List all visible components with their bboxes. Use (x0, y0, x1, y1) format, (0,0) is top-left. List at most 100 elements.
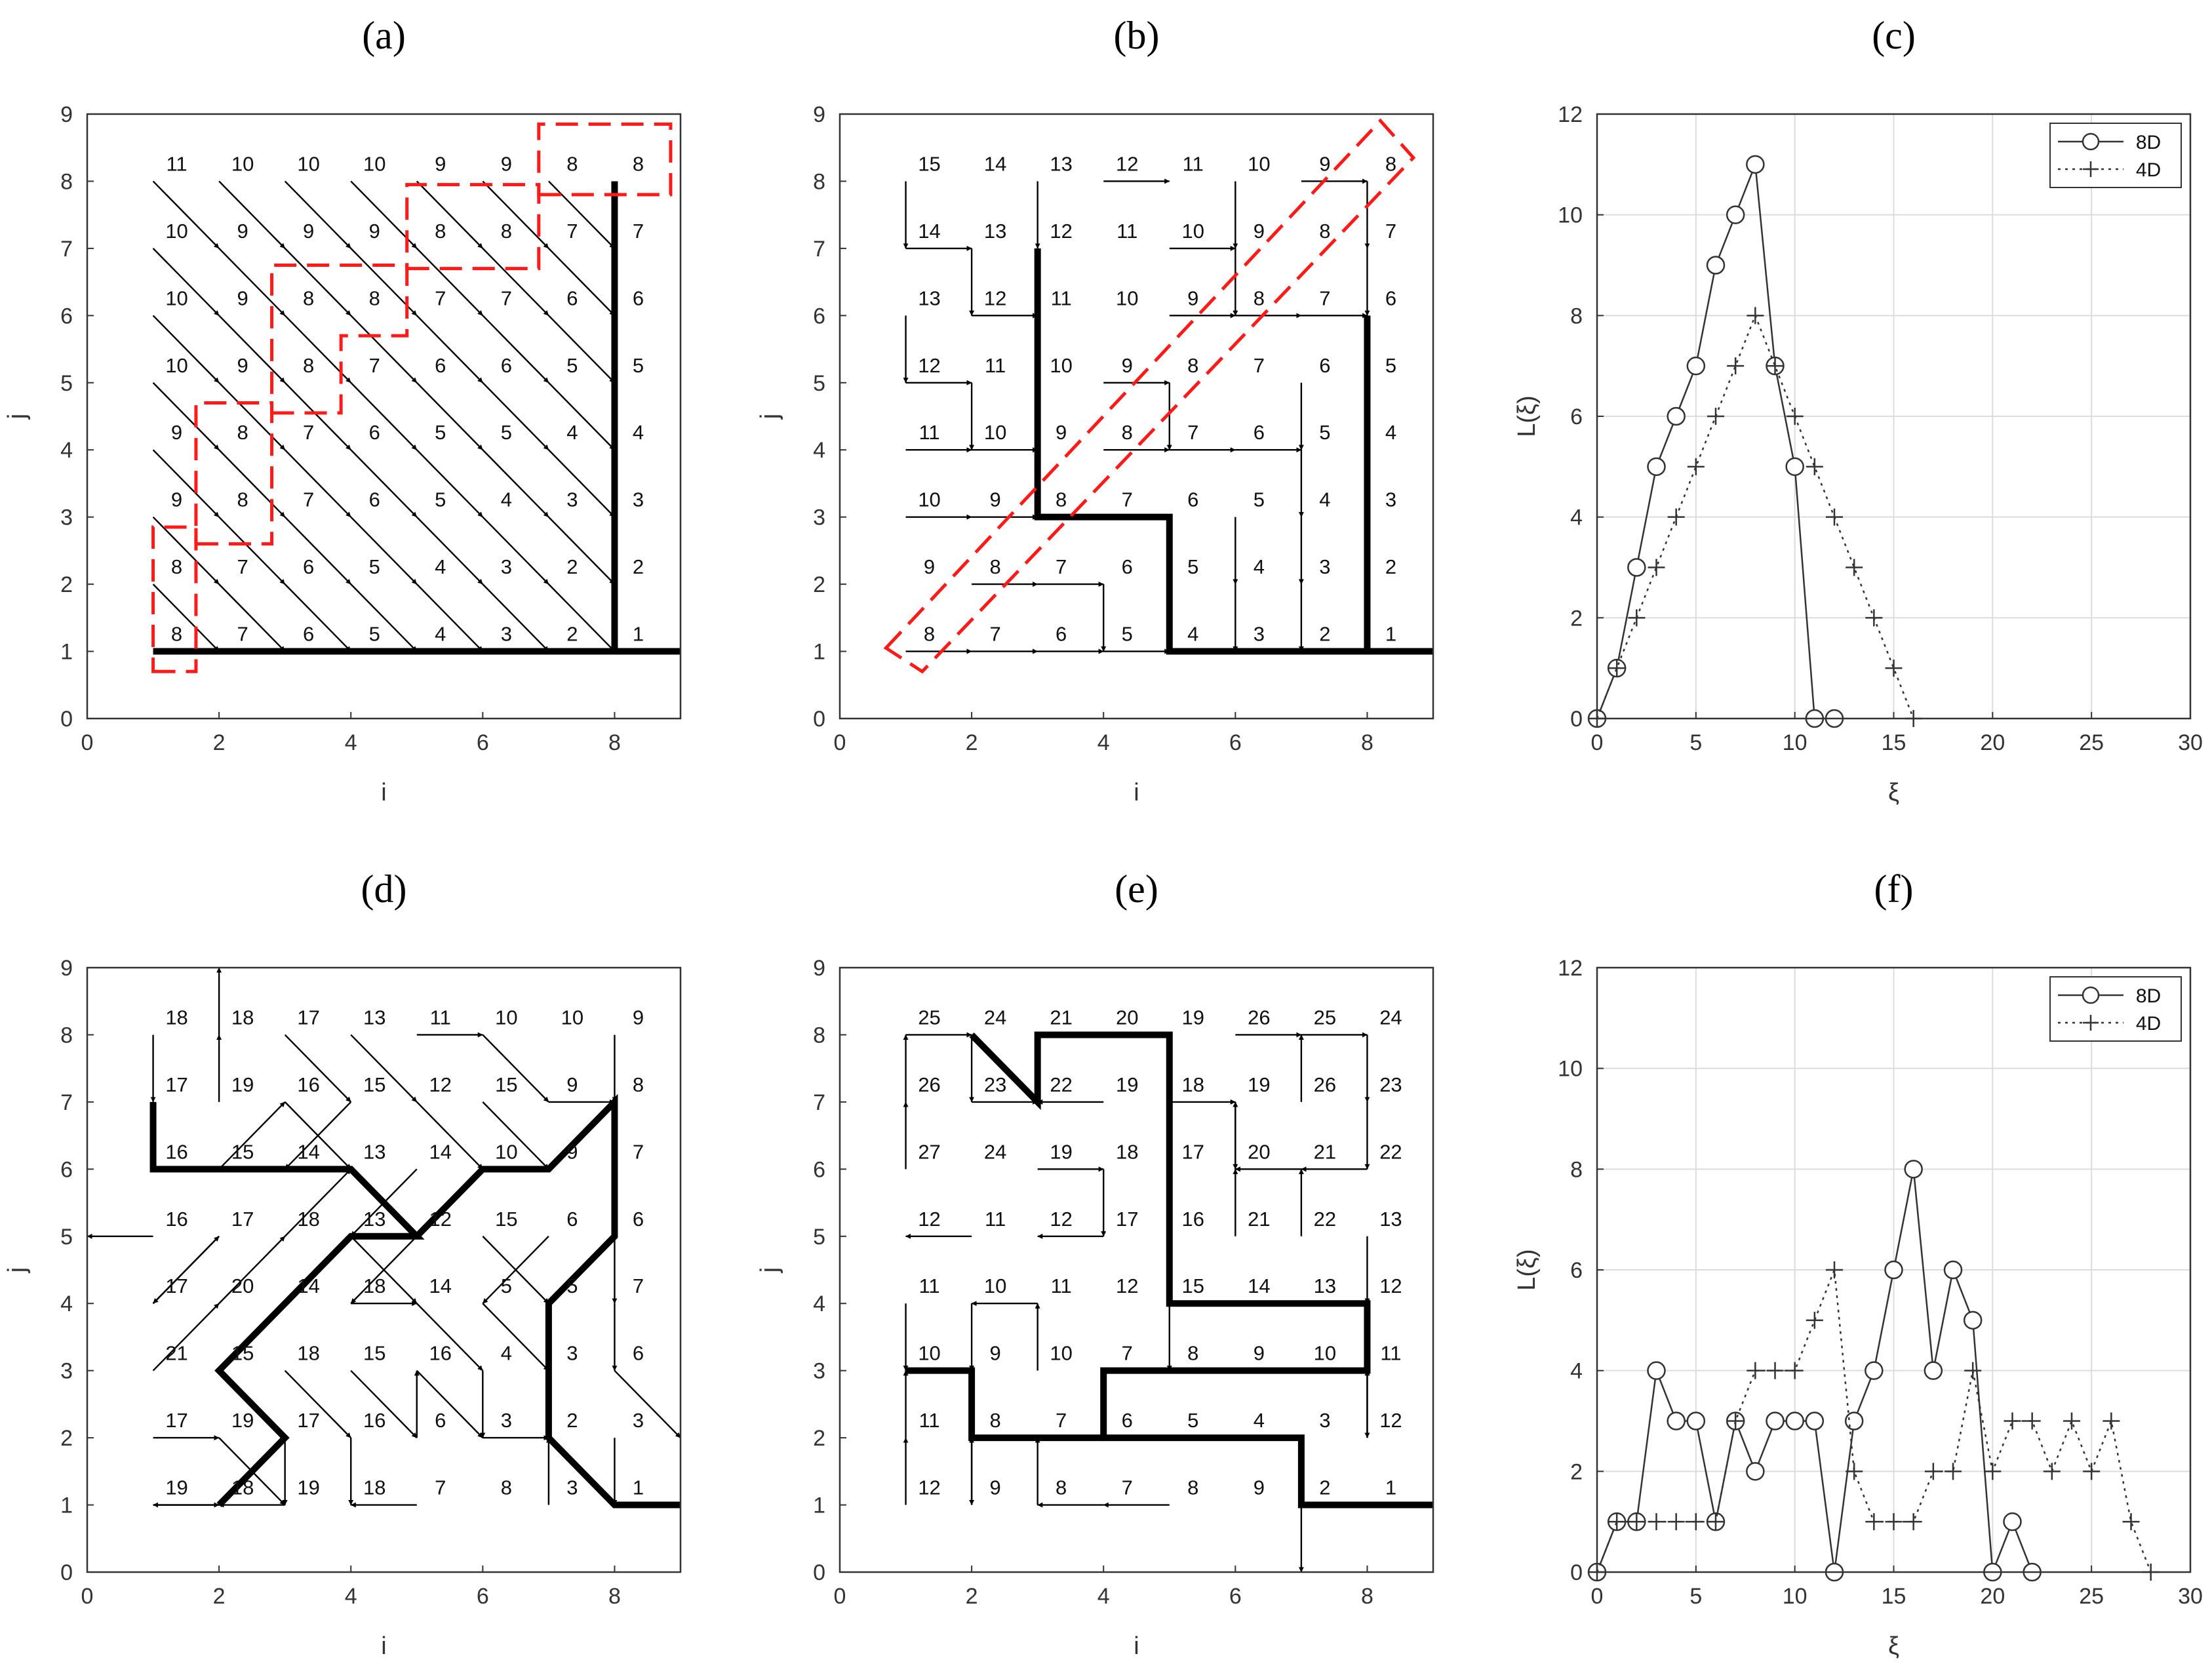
y-tick-label: 1 (813, 640, 825, 665)
cell-value: 8 (1056, 1476, 1067, 1499)
y-tick-label: 8 (1570, 1157, 1583, 1182)
cell-value: 9 (1319, 152, 1330, 175)
panel-label: (b) (1114, 14, 1160, 57)
y-tick-label: 6 (813, 304, 825, 328)
cell-value: 10 (918, 488, 940, 511)
cell-value: 27 (918, 1140, 940, 1163)
cell-value: 4 (1254, 1409, 1265, 1432)
y-tick-label: 2 (813, 572, 825, 597)
cell-value: 8 (989, 555, 1000, 578)
cell-value: 2 (1385, 555, 1396, 578)
cell-value: 19 (1248, 1073, 1270, 1096)
cell-value: 10 (1182, 220, 1204, 243)
cell-value: 5 (1187, 555, 1198, 578)
cell-value: 8 (237, 421, 248, 444)
panel-label: (d) (361, 867, 407, 911)
cell-value: 26 (918, 1073, 940, 1096)
y-tick-label: 0 (60, 1560, 73, 1585)
cell-value: 25 (1314, 1006, 1336, 1029)
cell-value: 6 (566, 1208, 578, 1231)
cell-value: 14 (984, 152, 1006, 175)
cell-value: 8 (633, 1073, 644, 1096)
y-tick-label: 4 (60, 438, 73, 463)
panel-label: (c) (1872, 14, 1916, 57)
x-tick-label: 0 (81, 1584, 94, 1609)
cell-value: 12 (1379, 1409, 1402, 1432)
cell-value: 14 (1248, 1274, 1270, 1297)
data-point-4D (1945, 1463, 1962, 1480)
x-tick-label: 30 (2178, 1584, 2203, 1609)
cell-value: 13 (363, 1208, 385, 1231)
y-tick-label: 6 (60, 1157, 73, 1182)
cell-value: 8 (566, 152, 578, 175)
flow-arrow (482, 1303, 549, 1371)
cell-value: 10 (297, 152, 319, 175)
y-tick-label: 6 (60, 304, 73, 328)
flow-arrow (416, 449, 484, 518)
cell-value: 17 (297, 1409, 319, 1432)
cell-value: 9 (1254, 1476, 1265, 1499)
y-tick-label: 7 (813, 237, 825, 262)
cell-value: 6 (303, 623, 314, 646)
cell-value: 23 (1379, 1073, 1402, 1096)
x-axis-label: ξ (1888, 779, 1899, 806)
legend-label: 4D (2136, 159, 2161, 181)
cell-value: 7 (989, 623, 1000, 646)
flow-arrow (284, 1101, 352, 1170)
cell-value: 12 (1050, 220, 1072, 243)
x-axis-label: i (1134, 779, 1139, 806)
axes-frame (86, 966, 682, 1573)
data-point-4D (1885, 1513, 1903, 1531)
data-point-4D (1846, 559, 1863, 576)
cell-value: 18 (231, 1006, 254, 1029)
x-tick-label: 10 (1783, 730, 1807, 755)
flow-arrow (482, 516, 549, 585)
data-point-8D (1844, 1411, 1864, 1430)
flow-arrow (350, 449, 418, 518)
cell-value: 1 (1385, 1476, 1396, 1499)
cell-value: 6 (1056, 623, 1067, 646)
y-axis-label: L(ξ) (1513, 1249, 1541, 1290)
data-point-8D (1726, 205, 1745, 224)
data-point-4D (1727, 1412, 1745, 1430)
flow-arrow (218, 382, 286, 451)
flow-arrow (284, 1168, 352, 1237)
cell-values: 11 10 10 10 9 9 8 8 10 9 9 9 8 8 7 7 10 9 8 8 7 7 6 6 10 9 8 7 6 6 5 5 9… (165, 152, 644, 645)
cell-values: 15 14 13 12 11 10 9 814 13 12 11 10 9 8 713 12 11 10 9 8 7 61… (918, 152, 1396, 645)
flow-arrow (416, 315, 484, 384)
cell-value: 7 (1122, 1476, 1133, 1499)
y-tick-label: 7 (60, 237, 73, 262)
cell-value: 24 (984, 1140, 1006, 1163)
x-tick-label: 2 (966, 1584, 978, 1609)
cell-value: 12 (1116, 152, 1138, 175)
panel-label: (e) (1115, 867, 1158, 911)
y-tick-label: 5 (60, 1225, 73, 1250)
y-tick-label: 4 (813, 1292, 825, 1316)
cell-value: 7 (566, 220, 578, 243)
flow-arrow (548, 583, 616, 652)
x-tick-label: 4 (345, 730, 357, 755)
data-point-4D (2103, 1412, 2120, 1430)
x-tick-label: 6 (1229, 1584, 1242, 1609)
cell-value: 15 (918, 152, 940, 175)
cell-value: 8 (1187, 1476, 1198, 1499)
flow-arrow (416, 583, 484, 652)
cell-value: 12 (918, 1476, 940, 1499)
cell-value: 4 (1254, 555, 1265, 578)
flow-arrow (152, 180, 220, 249)
cell-value: 6 (566, 286, 578, 309)
cell-value: 17 (165, 1274, 188, 1297)
cell-value: 10 (561, 1006, 583, 1029)
x-tick-label: 20 (1980, 730, 2005, 755)
y-axis-label: j (756, 414, 783, 420)
flow-arrow (416, 180, 484, 249)
y-axis-label: L(ξ) (1513, 395, 1541, 437)
cell-value: 2 (633, 555, 644, 578)
cell-value: 22 (1379, 1140, 1402, 1163)
y-tick-label: 2 (1570, 606, 1583, 631)
flow-arrow (350, 382, 418, 451)
axes-frame (839, 966, 1434, 1573)
cell-value: 11 (985, 354, 1006, 377)
cell-value: 10 (165, 220, 188, 243)
x-tick-label: 2 (966, 730, 978, 755)
